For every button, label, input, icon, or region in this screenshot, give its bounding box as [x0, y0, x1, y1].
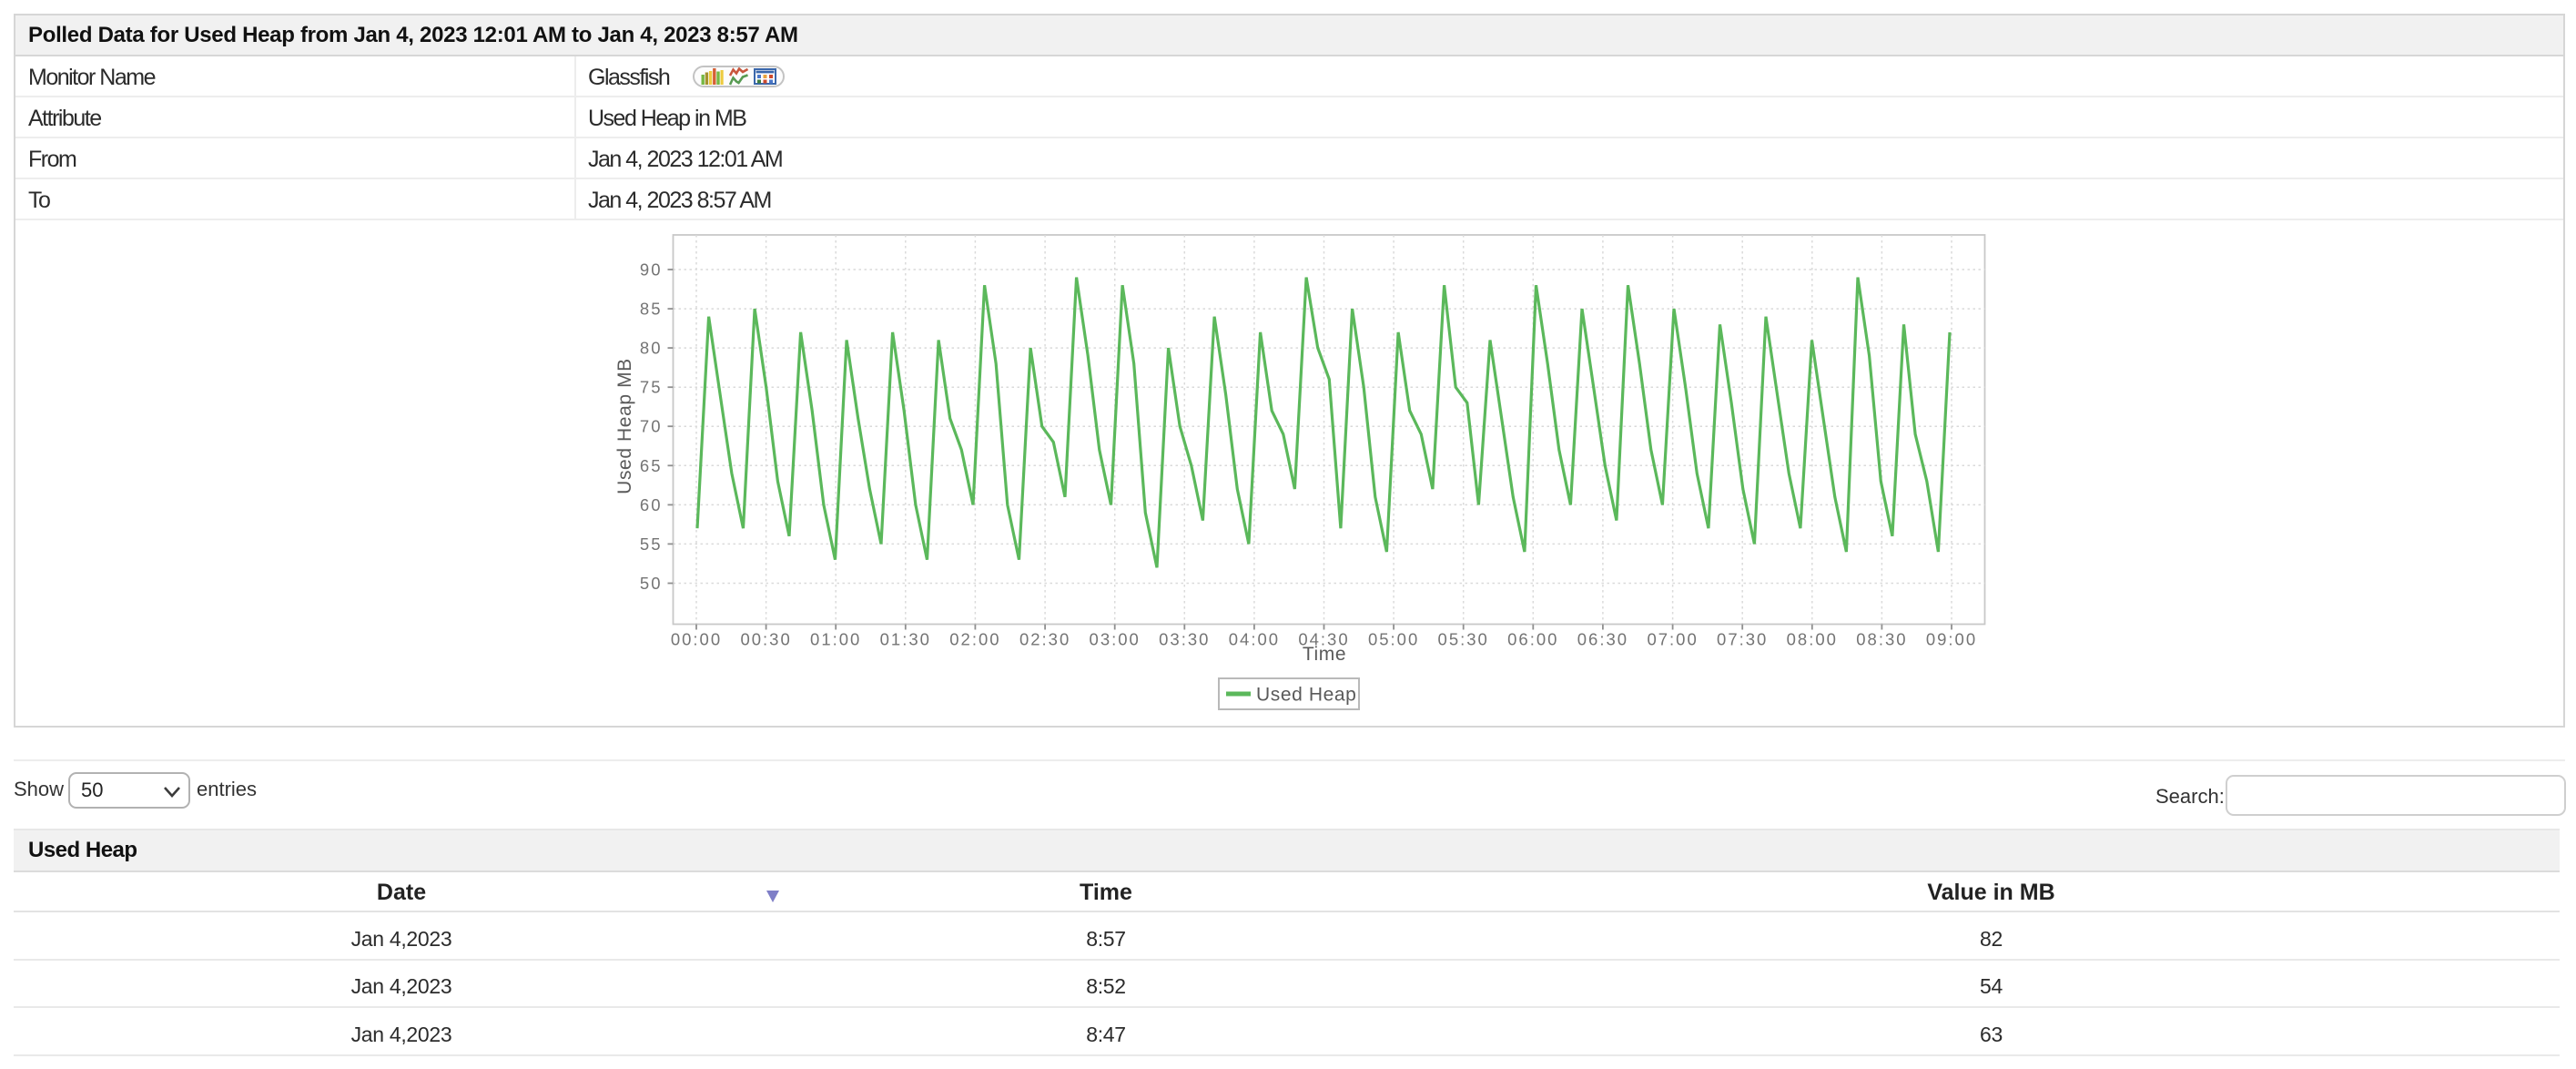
svg-text:Used Heap: Used Heap: [1256, 685, 1356, 706]
svg-text:07:30: 07:30: [1717, 630, 1768, 649]
svg-text:09:00: 09:00: [1926, 630, 1977, 649]
svg-text:02:30: 02:30: [1019, 630, 1070, 649]
svg-text:08:00: 08:00: [1787, 630, 1838, 649]
svg-text:85: 85: [640, 300, 663, 319]
svg-text:01:00: 01:00: [810, 630, 861, 649]
svg-text:06:00: 06:00: [1507, 630, 1558, 649]
svg-text:90: 90: [640, 260, 663, 280]
svg-text:80: 80: [640, 339, 663, 358]
svg-text:08:30: 08:30: [1856, 630, 1907, 649]
svg-text:Used Heap MB: Used Heap MB: [614, 358, 635, 494]
svg-text:03:30: 03:30: [1159, 630, 1210, 649]
svg-text:Time: Time: [1303, 644, 1346, 665]
svg-text:01:30: 01:30: [880, 630, 931, 649]
svg-text:06:30: 06:30: [1577, 630, 1628, 649]
svg-text:03:00: 03:00: [1090, 630, 1141, 649]
svg-text:07:00: 07:00: [1647, 630, 1698, 649]
svg-text:00:30: 00:30: [740, 630, 791, 649]
svg-text:70: 70: [640, 417, 663, 436]
svg-text:04:30: 04:30: [1298, 630, 1349, 649]
svg-text:75: 75: [640, 378, 663, 397]
svg-text:00:00: 00:00: [671, 630, 722, 649]
svg-text:65: 65: [640, 456, 663, 475]
svg-text:04:00: 04:00: [1229, 630, 1280, 649]
svg-text:05:30: 05:30: [1438, 630, 1489, 649]
svg-text:55: 55: [640, 534, 663, 554]
svg-text:05:00: 05:00: [1368, 630, 1419, 649]
svg-text:60: 60: [640, 495, 663, 514]
svg-text:02:00: 02:00: [949, 630, 1000, 649]
svg-text:50: 50: [640, 574, 663, 593]
